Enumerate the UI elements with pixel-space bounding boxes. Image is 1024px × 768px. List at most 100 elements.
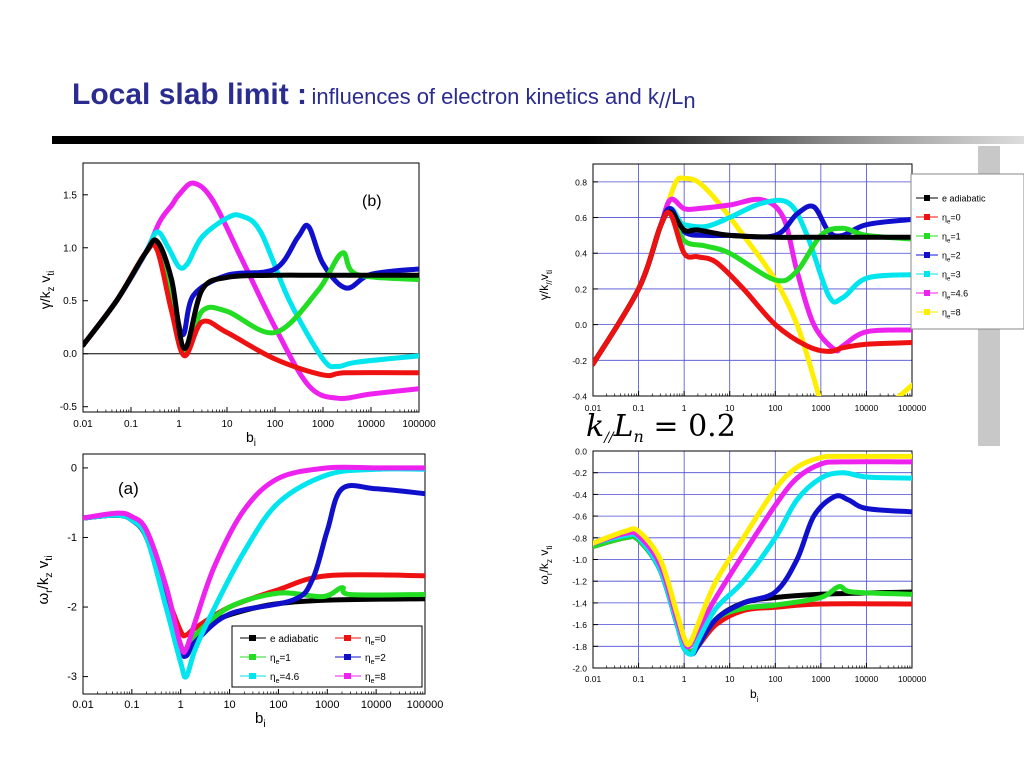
x-tick-label: 100 bbox=[768, 403, 782, 413]
x-tick-label: 0.1 bbox=[124, 419, 138, 430]
y-tick-label: -0.2 bbox=[572, 468, 587, 478]
y-tick-label: 1.0 bbox=[63, 243, 77, 254]
legend-swatch-marker bbox=[344, 673, 351, 679]
x-tick-label: 100000 bbox=[407, 699, 444, 711]
series-line-eta46 bbox=[83, 464, 425, 655]
y-tick-label: -0.4 bbox=[572, 490, 587, 500]
series-line-eta1 bbox=[83, 241, 419, 357]
series-line-eta3 bbox=[593, 470, 912, 657]
legend-swatch-marker bbox=[924, 309, 930, 315]
x-tick-label: 1000 bbox=[315, 699, 339, 711]
y-tick-label: -3 bbox=[67, 671, 77, 683]
x-tick-label: 1 bbox=[682, 403, 687, 413]
y-tick-label: 0.5 bbox=[63, 296, 77, 307]
x-axis-label: bi bbox=[246, 429, 256, 449]
legend-swatch-marker bbox=[924, 252, 930, 258]
legend-swatch-marker bbox=[249, 635, 256, 641]
y-tick-label: 0.8 bbox=[575, 177, 587, 187]
chart-tl: 0.01 0.1 1 10 100 1000 10000 100000 -0.5 0.0 0.5 1.… bbox=[37, 162, 436, 449]
y-axis-label: γ/kz vti bbox=[37, 271, 57, 310]
legend-label: ηe=4.6 bbox=[942, 289, 968, 302]
series-line-eta46 bbox=[593, 459, 912, 650]
legend-swatch-marker bbox=[344, 654, 351, 660]
x-tick-label: 1 bbox=[682, 674, 687, 684]
x-axis-label: bi bbox=[255, 710, 266, 730]
x-tick-label: 10000 bbox=[855, 674, 879, 684]
legend-swatch-marker bbox=[924, 233, 930, 239]
x-tick-label: 1000 bbox=[312, 419, 335, 430]
legend: e adiabatic ηe=0 ηe=1 ηe=2 ηe=3 ηe=4.6 ηe=8 bbox=[910, 173, 1024, 330]
legend-swatch-marker bbox=[344, 635, 351, 641]
legend-label: ηe=8 bbox=[942, 308, 961, 321]
x-tick-label: 0.01 bbox=[585, 674, 602, 684]
x-tick-label: 0.1 bbox=[633, 674, 645, 684]
y-tick-label: 0.2 bbox=[575, 284, 587, 294]
legend-swatch-marker bbox=[924, 290, 930, 296]
legend-swatch-marker bbox=[249, 654, 256, 660]
series-line-e-adiabatic bbox=[83, 237, 419, 351]
x-tick-label: 0.01 bbox=[73, 419, 93, 430]
title-main: Local slab limit : bbox=[72, 78, 308, 111]
series-group bbox=[593, 175, 912, 396]
legend-label: ηe=1 bbox=[270, 653, 291, 666]
x-tick-label: 10000 bbox=[361, 699, 392, 711]
legend-label: ηe=0 bbox=[942, 213, 961, 226]
legend: e adiabatic ηe=0 ηe=1 ηe=2 ηe=4.6 ηe=8 bbox=[231, 625, 423, 688]
legend-label: e adiabatic bbox=[270, 634, 318, 645]
legend-swatch-marker bbox=[924, 214, 930, 220]
series-group bbox=[83, 180, 419, 401]
series-line-eta0 bbox=[83, 241, 419, 379]
series-line-eta0 bbox=[593, 209, 912, 367]
series-line-eta1 bbox=[593, 533, 912, 655]
y-tick-label: 0.0 bbox=[63, 349, 77, 360]
series-line-eta3 bbox=[83, 466, 425, 680]
x-tick-label: 1000 bbox=[811, 674, 830, 684]
x-tick-label: 10000 bbox=[855, 403, 879, 413]
x-tick-label: 0.1 bbox=[633, 403, 645, 413]
y-tick-label: -2.0 bbox=[572, 664, 587, 674]
legend-label: ηe=3 bbox=[942, 270, 961, 283]
chart-tr: 0.01 0.1 1 10 100 1000 10000 100000 -0.4 -0.2 0.0 0… bbox=[537, 163, 1024, 413]
y-tick-label: -0.4 bbox=[572, 392, 587, 402]
y-tick-label: -0.2 bbox=[572, 356, 587, 366]
series-group bbox=[83, 464, 425, 680]
y-tick-label: -1.6 bbox=[572, 620, 587, 630]
chart-bl: 0.01 0.1 1 10 100 1000 10000 100000 0 -1 -2 -3 (a) bi… bbox=[35, 453, 444, 730]
title-sub-tail-subscript: n bbox=[683, 88, 696, 114]
series-line-eta3 bbox=[83, 212, 419, 370]
x-tick-label: 1 bbox=[176, 419, 182, 430]
x-tick-label: 10 bbox=[221, 419, 233, 430]
x-tick-label: 1000 bbox=[811, 403, 830, 413]
y-tick-label: -0.5 bbox=[60, 402, 78, 413]
x-tick-label: 0.01 bbox=[585, 403, 602, 413]
legend-label: ηe=2 bbox=[942, 251, 961, 264]
x-tick-label: 100 bbox=[768, 674, 782, 684]
y-tick-label: 0.4 bbox=[575, 249, 587, 259]
y-tick-label: -1.2 bbox=[572, 577, 587, 587]
title-sub-subscript: // bbox=[658, 88, 672, 114]
x-tick-label: 100000 bbox=[898, 674, 927, 684]
y-tick-label: -1.0 bbox=[572, 555, 587, 565]
legend-label: ηe=2 bbox=[365, 653, 386, 666]
x-tick-label: 10 bbox=[725, 674, 735, 684]
panel-label: (a) bbox=[118, 479, 139, 498]
x-tick-label: 10 bbox=[223, 699, 235, 711]
y-tick-label: -2 bbox=[67, 602, 77, 614]
y-axis-label: ωr/kz vti bbox=[537, 545, 554, 584]
y-tick-label: -0.6 bbox=[572, 512, 587, 522]
title-sub: influences of electron kinetics and k bbox=[311, 84, 659, 109]
y-tick-label: -1.8 bbox=[572, 642, 587, 652]
x-tick-label: 100000 bbox=[898, 403, 927, 413]
x-tick-label: 10 bbox=[725, 403, 735, 413]
title-sub-tail: L bbox=[671, 84, 684, 109]
series-line-eta46 bbox=[83, 180, 419, 401]
title-underline-rule bbox=[52, 136, 1024, 144]
legend-label: ηe=8 bbox=[365, 672, 386, 685]
series-group bbox=[593, 453, 912, 657]
x-tick-label: 1 bbox=[178, 699, 184, 711]
y-tick-label: 1.5 bbox=[63, 190, 77, 201]
x-tick-label: 100 bbox=[269, 699, 287, 711]
y-tick-label: 0 bbox=[71, 462, 77, 474]
legend-label: ηe=0 bbox=[365, 634, 386, 647]
